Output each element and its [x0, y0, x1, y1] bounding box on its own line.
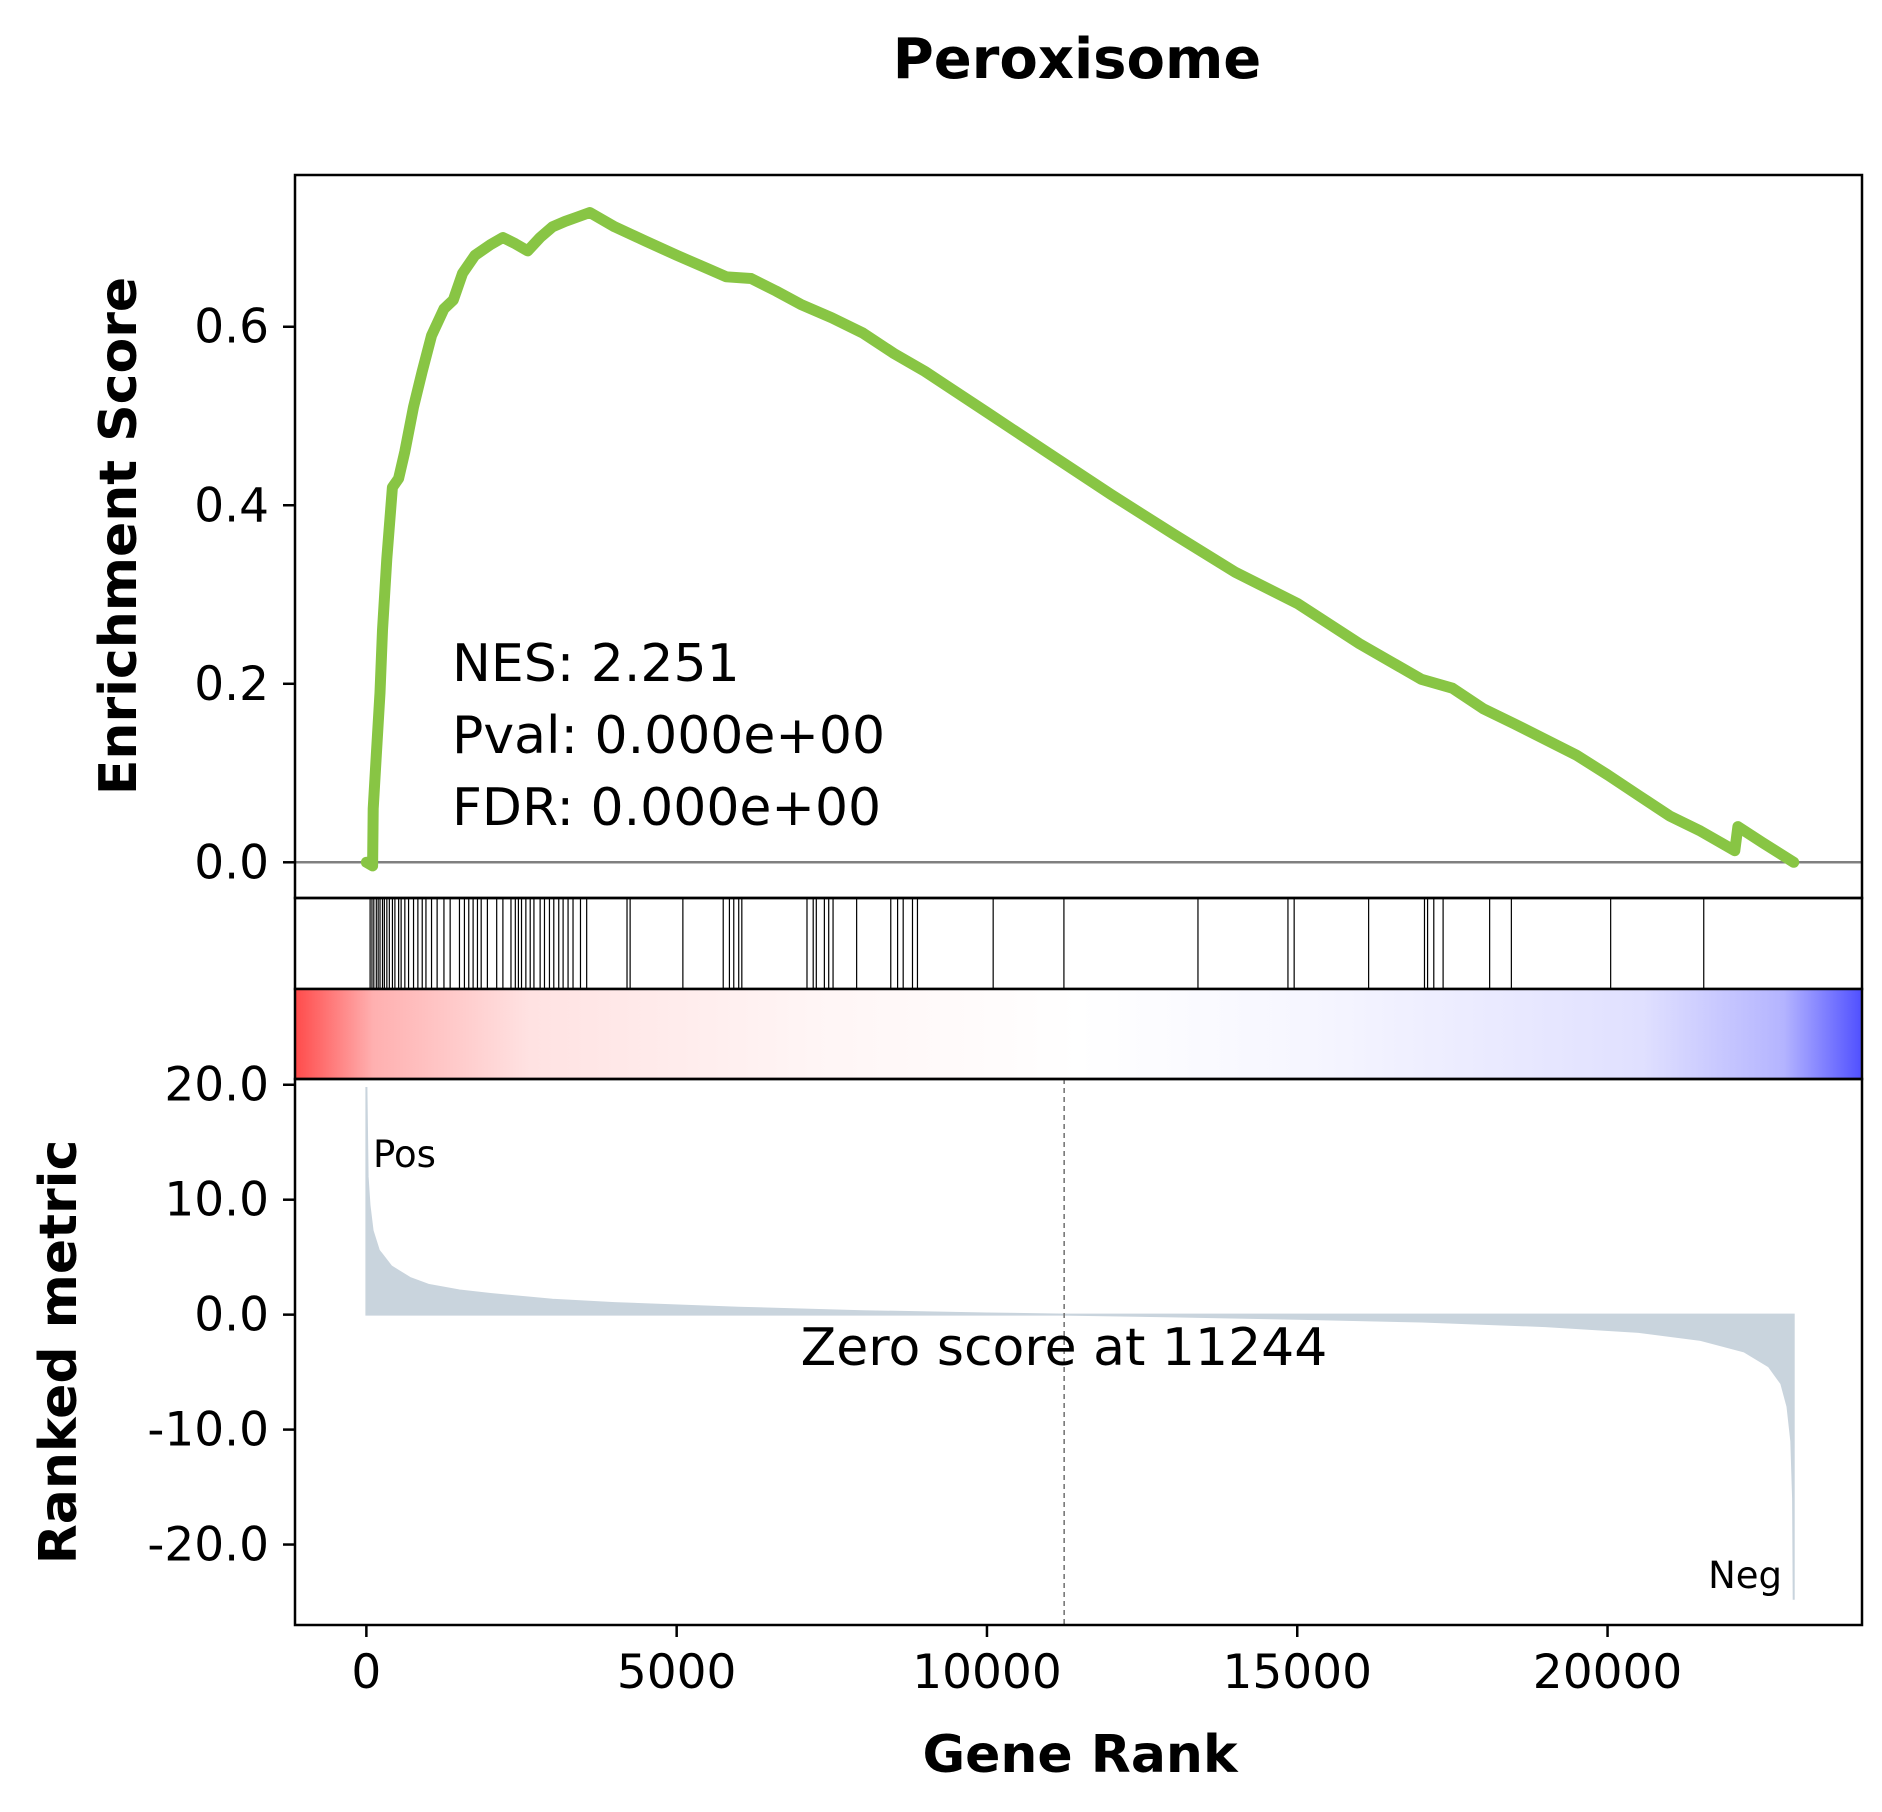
hit-lines: [369, 898, 1705, 989]
rm-ytick-label-2: 0.0: [194, 1288, 269, 1343]
es-y-ticks: 0.0 0.2 0.4 0.6: [194, 300, 295, 890]
xtick-label-1: 5000: [617, 1645, 737, 1700]
rm-ytick-label-0: 20.0: [164, 1058, 269, 1113]
es-ytick-label-2: 0.4: [194, 478, 269, 533]
hits-panel: [293, 896, 1864, 991]
rm-y-axis-label: Ranked metric: [29, 1140, 89, 1565]
chart-title: Peroxisome: [893, 27, 1262, 92]
xtick-label-4: 20000: [1533, 1645, 1683, 1700]
nes-stat: NES: 2.251: [452, 634, 740, 694]
fdr-stat: FDR: 0.000e+00: [452, 778, 881, 838]
x-axis-ticks: 0 5000 10000 15000 20000: [351, 1625, 1682, 1700]
x-axis-label: Gene Rank: [922, 1725, 1238, 1785]
rm-y-ticks: 20.0 10.0 0.0 -10.0 -20.0: [147, 1058, 295, 1573]
xtick-label-2: 10000: [912, 1645, 1062, 1700]
rm-ytick-label-4: -20.0: [147, 1518, 269, 1573]
es-y-axis-label: Enrichment Score: [89, 277, 149, 795]
rm-ytick-label-1: 10.0: [164, 1173, 269, 1228]
es-ytick-label-3: 0.6: [194, 300, 269, 355]
enrichment-curve: [360, 207, 1800, 872]
es-ytick-label-1: 0.2: [194, 657, 269, 712]
pval-stat: Pval: 0.000e+00: [452, 706, 885, 766]
xtick-label-0: 0: [351, 1645, 381, 1700]
neg-label: Neg: [1708, 1554, 1782, 1597]
rank-heatmap-strip: [295, 989, 1862, 1079]
pos-label: Pos: [373, 1133, 436, 1176]
ranked-metric-area: [365, 1086, 1795, 1600]
enrichment-panel: 0.00.20.40.6 NES: 2.251 Pval: 0.000e+00 …: [89, 173, 1864, 900]
rm-axes-frame: [293, 1077, 1864, 1627]
xtick-label-3: 15000: [1223, 1645, 1373, 1700]
rm-ytick-label-3: -10.0: [147, 1403, 269, 1458]
es-ytick-label-0: 0.0: [194, 835, 269, 890]
rank-heatmap-panel: [293, 987, 1864, 1081]
zero-score-label: Zero score at 11244: [801, 1318, 1328, 1378]
ranked-metric-panel: Zero score at 11244 Pos Neg 20.0 10.0 0.0 -…: [29, 1058, 1864, 1627]
